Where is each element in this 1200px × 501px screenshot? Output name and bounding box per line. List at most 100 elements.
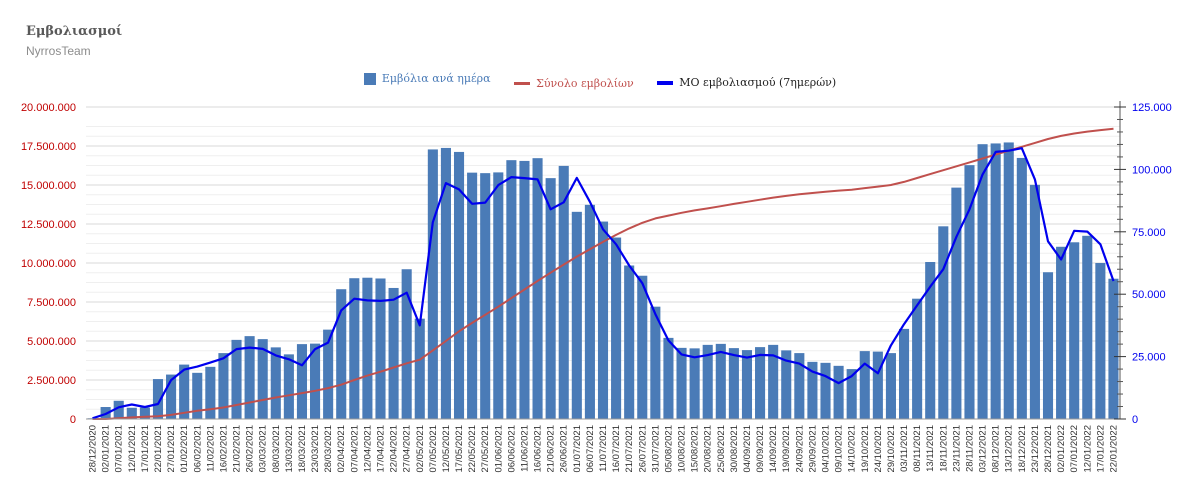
x-tick-label-62: 03/11/2021 [899, 425, 910, 472]
x-tick-label-0: 28/12/2020 [88, 425, 99, 473]
x-tick-label-26: 07/05/2021 [428, 425, 439, 473]
bar-9 [205, 366, 216, 419]
bar-67 [964, 165, 975, 419]
x-tick-label-72: 23/12/2021 [1030, 425, 1041, 473]
x-tick-label-14: 08/03/2021 [271, 425, 282, 473]
axes [86, 101, 1121, 420]
y-axis-left-ticks: 0 2.500.000 5.000.000 7.500.000 10.000.000 12… [21, 102, 76, 426]
x-tick-label-4: 17/01/2021 [140, 425, 151, 473]
x-tick-label-59: 19/10/2021 [860, 425, 871, 473]
x-tick-label-36: 26/06/2021 [559, 425, 570, 473]
x-tick-label-61: 29/10/2021 [886, 425, 897, 473]
x-tick-label-57: 09/10/2021 [834, 425, 845, 473]
x-tick-label-7: 01/02/2021 [179, 425, 190, 473]
bar-71 [1016, 157, 1027, 419]
x-tick-label-60: 24/10/2021 [873, 425, 884, 473]
x-tick-label-64: 13/11/2021 [925, 425, 936, 472]
legend-item-total[interactable]: Σύνολο εμβολίων [514, 77, 634, 90]
bar-69 [990, 143, 1001, 420]
bar-72 [1029, 184, 1040, 419]
y-axis-right-ticks: 0 25.000 50.000 75.000 100.000 125.000 [1114, 102, 1172, 426]
x-tick-label-43: 31/07/2021 [650, 425, 661, 473]
x-tick-label-23: 22/04/2021 [389, 425, 400, 473]
x-tick-label-35: 21/06/2021 [546, 425, 557, 473]
bar-50 [741, 350, 753, 419]
bar-38 [584, 204, 595, 419]
bar-17 [310, 343, 321, 419]
x-tick-label-46: 15/08/2021 [690, 425, 701, 473]
bar-31 [493, 172, 504, 419]
bar-34 [532, 158, 543, 419]
x-tick-label-38: 06/07/2021 [585, 425, 596, 473]
bar-18 [323, 329, 334, 419]
legend-item-average[interactable]: ΜΟ εμβολιασμού (7ημερών) [657, 76, 836, 89]
bar-48 [715, 343, 726, 419]
x-tick-label-24: 27/04/2021 [402, 425, 413, 473]
bar-62 [898, 328, 910, 419]
bar-70 [1003, 142, 1014, 419]
x-tick-label-11: 21/02/2021 [232, 425, 243, 473]
y-left-tick-label-0: 0 [70, 414, 76, 426]
y-right-tick-label-5: 125.000 [1132, 102, 1172, 114]
bar-75 [1069, 242, 1080, 419]
bar-54 [794, 353, 805, 419]
bar-4 [139, 407, 150, 419]
bar-59 [859, 351, 870, 419]
x-tick-label-15: 13/03/2021 [284, 425, 295, 473]
y-right-tick-label-2: 50.000 [1132, 289, 1166, 301]
x-tick-label-31: 01/06/2021 [493, 425, 504, 473]
bar-29 [467, 172, 478, 419]
x-tick-label-50: 04/09/2021 [742, 425, 753, 473]
bar-6 [166, 374, 177, 419]
bar-8 [192, 372, 203, 419]
bar-78 [1108, 278, 1119, 419]
y-right-tick-label-3: 75.000 [1132, 227, 1166, 239]
x-tick-label-58: 14/10/2021 [847, 425, 858, 473]
bar-series-daily [87, 142, 1119, 420]
bar-52 [768, 344, 779, 419]
chart-title: Εμβολιασμοί [26, 24, 123, 39]
bar-47 [702, 344, 713, 419]
bar-51 [755, 347, 766, 419]
x-tick-label-70: 13/12/2021 [1004, 425, 1015, 473]
bar-30 [480, 173, 491, 419]
legend-label-average: ΜΟ εμβολιασμού (7ημερών) [679, 76, 837, 89]
x-tick-label-40: 16/07/2021 [611, 425, 622, 473]
x-tick-label-32: 06/06/2021 [506, 425, 517, 473]
x-tick-label-18: 28/03/2021 [323, 425, 334, 473]
x-tick-label-63: 08/11/2021 [912, 425, 923, 472]
bar-37 [571, 211, 582, 419]
x-tick-label-77: 17/01/2022 [1095, 425, 1106, 473]
x-tick-label-75: 07/01/2022 [1069, 425, 1080, 473]
bar-39 [597, 221, 609, 419]
y-right-tick-label-0: 0 [1132, 414, 1138, 426]
y-left-tick-label-7: 17.500.000 [21, 141, 76, 153]
bar-46 [689, 348, 700, 419]
y-left-tick-label-8: 20.000.000 [21, 102, 76, 114]
bar-40 [611, 237, 622, 419]
bar-43 [650, 306, 661, 419]
x-tick-label-73: 28/12/2021 [1043, 425, 1054, 473]
bar-35 [545, 178, 556, 419]
legend: Εμβόλια ανά ημέρα Σύνολο εμβολίων ΜΟ εμβ… [0, 72, 1200, 90]
x-tick-label-8: 06/02/2021 [192, 425, 203, 473]
bar-73 [1042, 272, 1054, 419]
x-tick-label-16: 18/03/2021 [297, 425, 308, 473]
x-tick-label-71: 18/12/2021 [1017, 425, 1028, 473]
x-tick-label-45: 10/08/2021 [677, 425, 688, 473]
legend-item-daily[interactable]: Εμβόλια ανά ημέρα [363, 72, 491, 85]
x-tick-label-22: 17/04/2021 [375, 425, 386, 473]
x-tick-label-76: 12/01/2022 [1082, 425, 1093, 473]
bar-15 [283, 354, 294, 419]
bar-56 [820, 362, 831, 419]
bar-2 [113, 400, 124, 419]
x-tick-label-37: 01/07/2021 [572, 425, 583, 473]
bar-76 [1082, 235, 1093, 419]
y-right-tick-label-1: 25.000 [1132, 352, 1166, 364]
bar-26 [427, 149, 438, 419]
x-tick-label-13: 03/03/2021 [258, 425, 269, 473]
x-tick-label-34: 16/06/2021 [533, 425, 544, 473]
bar-64 [925, 262, 936, 419]
x-tick-label-44: 05/08/2021 [663, 425, 674, 473]
